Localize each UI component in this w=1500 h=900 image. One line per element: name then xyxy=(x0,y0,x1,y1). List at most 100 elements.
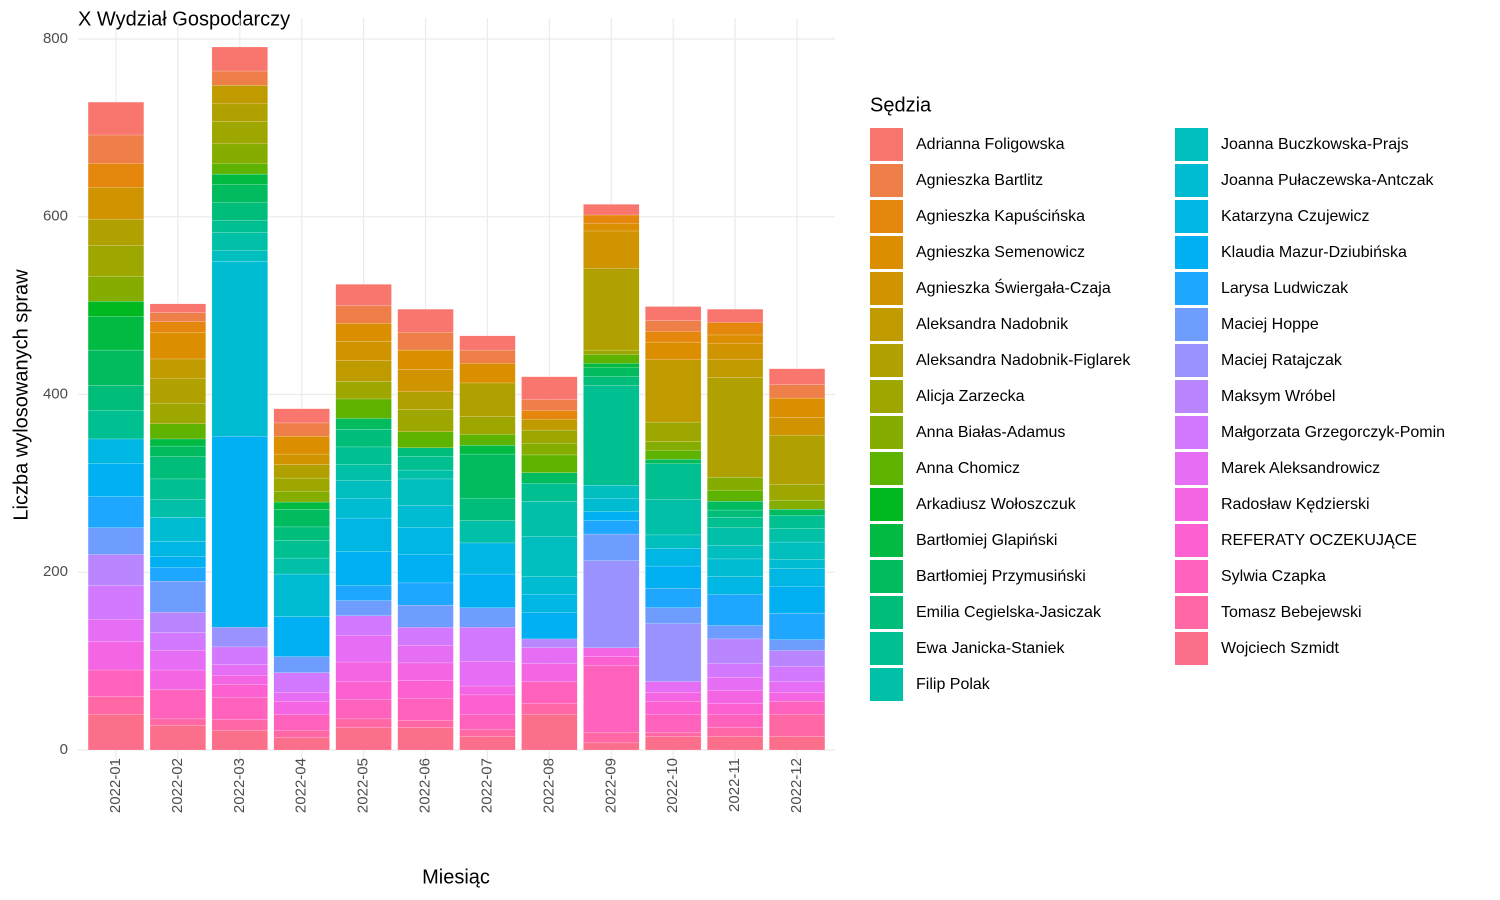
legend-label: Filip Polak xyxy=(916,676,991,693)
bar-segment xyxy=(273,436,330,455)
bar-segment xyxy=(583,268,640,351)
bar-segment xyxy=(211,163,268,175)
legend-key xyxy=(870,416,903,449)
bar-segment xyxy=(335,360,392,382)
bar-segment xyxy=(335,446,392,465)
legend-key xyxy=(870,596,903,629)
bar-segment xyxy=(707,576,764,595)
bar-segment xyxy=(273,672,330,693)
y-tick-label: 600 xyxy=(43,208,68,225)
bar-segment xyxy=(335,398,392,419)
x-tick-label: 2022-03 xyxy=(231,758,248,813)
legend-key xyxy=(1175,596,1208,629)
bar-segment xyxy=(149,321,206,333)
bar-segment xyxy=(149,612,206,633)
bar-segment xyxy=(397,644,454,664)
legend-label: Klaudia Mazur-Dziubińska xyxy=(1221,244,1407,261)
bar-segment xyxy=(397,662,454,681)
legend-key xyxy=(1175,416,1208,449)
bar-segment xyxy=(149,499,206,518)
bar-segment xyxy=(397,391,454,410)
legend-key xyxy=(870,560,903,593)
legend-label: Anna Białas-Adamus xyxy=(916,424,1065,441)
bar-segment xyxy=(769,666,826,682)
legend-label: Alicja Zarzecka xyxy=(916,388,1025,405)
bar-segment xyxy=(149,669,206,690)
legend-label: Adrianna Foligowska xyxy=(916,136,1065,153)
bar-segment xyxy=(211,143,268,164)
bar-segment xyxy=(521,647,578,664)
bar-segment xyxy=(459,573,516,608)
bar-segment xyxy=(459,335,516,351)
bar-segment xyxy=(397,680,454,699)
bar-segment xyxy=(645,421,702,442)
bar-segment xyxy=(87,245,144,277)
bar-segment xyxy=(211,664,268,676)
bar-segment xyxy=(211,436,268,628)
bar-segment xyxy=(645,700,702,715)
bar-segment xyxy=(521,454,578,473)
bar-segment xyxy=(583,520,640,535)
bar-segment xyxy=(87,134,144,164)
bar-segment xyxy=(87,301,144,317)
bar-segment xyxy=(335,429,392,448)
bar-segment xyxy=(273,730,330,738)
bar-segment xyxy=(645,359,702,423)
bar-segment xyxy=(335,284,392,306)
bar-segment xyxy=(335,323,392,342)
bar-segment xyxy=(769,500,826,510)
chart-title: X Wydział Gospodarczy xyxy=(78,8,290,30)
bar-segment xyxy=(459,714,516,730)
bar-segment xyxy=(87,496,144,528)
bar-segment xyxy=(769,681,826,693)
bar-segment xyxy=(521,536,578,577)
bar-segment xyxy=(583,367,640,377)
bar-segment xyxy=(769,736,826,751)
bar-segment xyxy=(335,517,392,552)
legend-key xyxy=(870,344,903,377)
bar-segment xyxy=(707,594,764,626)
bar-segment xyxy=(87,219,144,246)
bar-segment xyxy=(769,484,826,501)
bar-segment xyxy=(459,363,516,384)
legend-key xyxy=(870,380,903,413)
legend-label: Aleksandra Nadobnik xyxy=(916,316,1069,333)
bar-segment xyxy=(707,334,764,344)
legend-label: Agnieszka Bartlitz xyxy=(916,172,1043,189)
legend-label: Ewa Janicka-Staniek xyxy=(916,640,1066,657)
bar-segment xyxy=(211,646,268,665)
bar-segment xyxy=(211,121,268,145)
bar-segment xyxy=(769,650,826,667)
legend-label: Agnieszka Świergała-Czaja xyxy=(916,278,1111,297)
bar-segment xyxy=(521,663,578,682)
y-tick-label: 0 xyxy=(60,741,68,758)
bar-segment xyxy=(87,316,144,351)
bar-segment xyxy=(397,469,454,480)
legend-key xyxy=(870,272,903,305)
legend-title: Sędzia xyxy=(870,94,932,116)
legend-key xyxy=(1175,164,1208,197)
legend-label: Małgorzata Grzegorczyk-Pomin xyxy=(1221,424,1445,441)
bar-segment xyxy=(335,585,392,601)
legend-label: Maciej Hoppe xyxy=(1221,316,1319,333)
bar-segment xyxy=(149,423,206,440)
bar-segment xyxy=(273,656,330,673)
legend-label: Wojciech Szmidt xyxy=(1221,640,1340,657)
bar-segment xyxy=(521,376,578,400)
legend-key xyxy=(1175,344,1208,377)
legend-label: Bartłomiej Glapiński xyxy=(916,532,1057,549)
x-tick-label: 2022-05 xyxy=(355,758,372,813)
legend-key xyxy=(1175,524,1208,557)
y-tick-label: 800 xyxy=(43,30,68,47)
bar-segment xyxy=(335,498,392,519)
bar-segment xyxy=(707,714,764,728)
x-tick-label: 2022-12 xyxy=(788,758,805,813)
bar-segment xyxy=(273,692,330,702)
bar-segment xyxy=(521,681,578,704)
bar-segment xyxy=(335,635,392,663)
legend-key xyxy=(1175,272,1208,305)
bar-segment xyxy=(769,508,826,516)
bar-segment xyxy=(149,580,206,613)
bar-segment xyxy=(397,505,454,528)
legend-label: Maciej Ratajczak xyxy=(1221,352,1343,369)
